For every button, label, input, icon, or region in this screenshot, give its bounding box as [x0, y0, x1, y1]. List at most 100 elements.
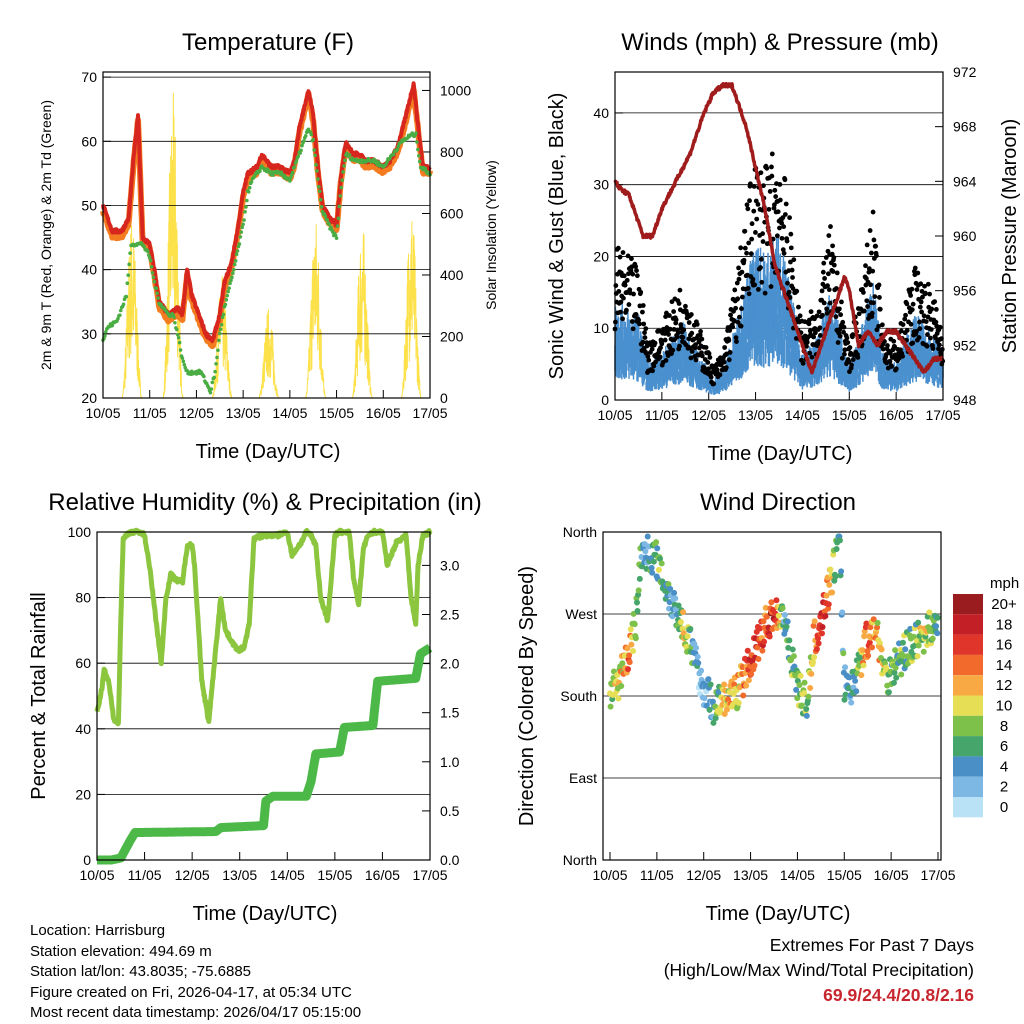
dewpoint-point [232, 268, 236, 272]
gust-point [747, 198, 752, 204]
direction-point [633, 599, 640, 606]
dewpoint-point [173, 320, 177, 325]
dewpoint-point [416, 154, 421, 158]
gust-point [842, 347, 848, 353]
legend-label: 10 [996, 698, 1013, 715]
legend-label: 8 [1000, 718, 1008, 735]
direction-point [810, 622, 817, 629]
gust-point [902, 316, 908, 322]
dewpoint-point [338, 194, 343, 198]
direction-point [822, 613, 829, 620]
gust-point [746, 240, 752, 246]
x-tick-label: 14/05 [272, 405, 307, 421]
direction-point [829, 589, 836, 596]
y-tick-label-right: 972 [953, 64, 977, 80]
dewpoint-point [216, 348, 220, 353]
gust-point [814, 313, 820, 319]
gust-point [777, 225, 782, 231]
dewpoint-point [229, 278, 233, 283]
dewpoint-point [213, 369, 217, 374]
direction-point [863, 620, 870, 627]
gust-point [673, 317, 679, 323]
gust-point [699, 336, 705, 342]
dewpoint-point [212, 375, 216, 380]
gust-point [868, 282, 873, 288]
gust-point [703, 345, 709, 350]
direction-point [808, 670, 815, 677]
gust-point [904, 327, 910, 333]
direction-point [819, 624, 826, 631]
direction-point [914, 653, 921, 660]
y-axis-label-right: Station Pressure (Maroon) [999, 119, 1021, 354]
gust-point [864, 242, 870, 248]
y-tick-label-right: 964 [953, 173, 977, 189]
gust-point [642, 335, 648, 340]
gust-point [866, 266, 872, 272]
y-tick-label: 10 [593, 320, 609, 336]
dewpoint-point [156, 296, 160, 300]
y-tick-label: 40 [75, 721, 91, 737]
x-tick-label: 10/05 [597, 407, 632, 423]
gust-point [624, 277, 630, 283]
dewpoint-point [178, 348, 183, 352]
gust-point [855, 355, 861, 360]
gust-point [641, 321, 647, 327]
direction-point [827, 566, 834, 573]
dewpoint-point [395, 147, 400, 152]
gust-point [916, 335, 922, 340]
legend-swatch [953, 797, 983, 818]
direction-point [870, 616, 877, 623]
gust-point [839, 355, 845, 361]
gust-point [788, 259, 793, 265]
gust-point [742, 228, 748, 234]
direction-point [842, 691, 849, 698]
gust-point [825, 271, 831, 277]
y-tick-label-right: 1.5 [440, 705, 460, 721]
direction-point [890, 679, 897, 686]
gust-point [820, 312, 825, 318]
direction-point [876, 640, 883, 647]
dewpoint-point [311, 137, 316, 142]
gust-point [910, 301, 916, 307]
dewpoint-point [218, 327, 223, 332]
y-tick-label: East [569, 770, 597, 786]
gust-point [887, 359, 893, 364]
dewpoint-point [230, 275, 234, 280]
gust-point [780, 247, 786, 253]
gust-point [637, 321, 642, 327]
direction-point [852, 677, 859, 684]
dewpoint-point [334, 236, 339, 240]
gust-point [891, 338, 897, 344]
gust-point [615, 245, 621, 251]
dewpoint-point [181, 359, 186, 364]
gust-point [658, 345, 663, 351]
dewpoint-point [376, 160, 381, 165]
gust-point [738, 323, 744, 329]
gust-point [722, 345, 728, 350]
y-axis-label: Percent & Total Rainfall [28, 592, 50, 800]
direction-point [796, 682, 803, 689]
dewpoint-point [202, 374, 206, 379]
gust-point [826, 233, 832, 239]
dewpoint-point [235, 249, 240, 253]
dewpoint-point [154, 286, 159, 291]
x-tick-label: 11/05 [128, 867, 162, 883]
direction-point [866, 639, 873, 646]
gust-point [688, 312, 694, 317]
dewpoint-point [151, 275, 156, 280]
legend-swatch [953, 776, 983, 797]
gust-point [924, 343, 930, 349]
dewpoint-point [417, 159, 422, 164]
gust-point [777, 197, 783, 203]
y-tick-label: 60 [75, 655, 91, 671]
dewpoint-point [319, 205, 324, 209]
y-tick-label: 0 [601, 392, 609, 408]
direction-point [759, 647, 766, 654]
gust-point [817, 333, 823, 338]
y-tick-label-right: 0 [440, 390, 448, 406]
direction-point [811, 618, 818, 625]
gust-point [646, 357, 652, 363]
gust-point [869, 310, 875, 316]
y-tick-label: 20 [593, 248, 609, 264]
gust-point [920, 294, 925, 300]
